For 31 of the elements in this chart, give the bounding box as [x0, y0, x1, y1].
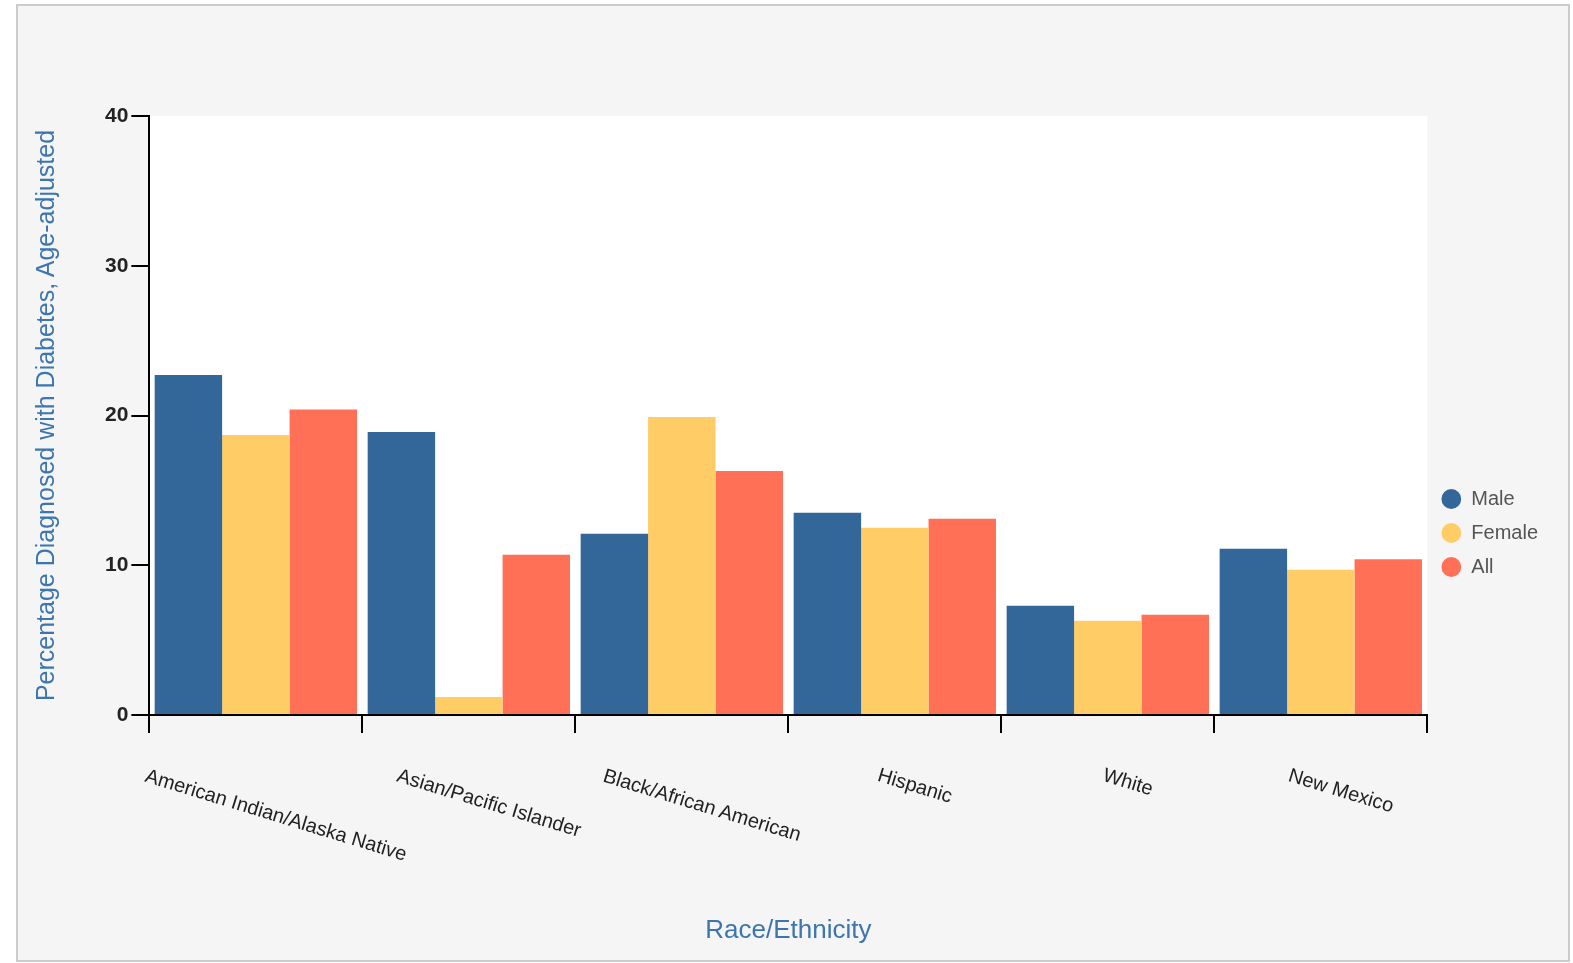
bar — [154, 375, 223, 714]
x-axis-title: Race/Ethnicity — [705, 913, 872, 944]
y-tick-label: 0 — [116, 701, 129, 725]
legend-label: Male — [1471, 486, 1515, 509]
x-tick-label: New Mexico — [1285, 763, 1397, 817]
x-tick-label: Hispanic — [875, 763, 956, 807]
y-axis-title: Percentage Diagnosed with Diabetes, Age-adjusted — [30, 129, 59, 702]
x-tick-label: White — [1100, 763, 1156, 800]
bar — [435, 697, 503, 714]
bar — [715, 470, 784, 714]
bar — [793, 512, 862, 714]
bar — [222, 434, 290, 714]
bar — [1141, 614, 1209, 714]
bar — [1006, 605, 1075, 714]
y-tick-label: 10 — [105, 552, 129, 576]
y-tick-label: 20 — [105, 402, 129, 426]
bar — [502, 554, 571, 714]
bar — [367, 431, 436, 714]
bar — [289, 409, 358, 714]
y-tick-label: 40 — [105, 102, 129, 126]
bar — [580, 533, 649, 714]
legend-label: All — [1471, 554, 1494, 577]
legend-label: Female — [1471, 520, 1539, 543]
bar — [648, 417, 716, 714]
bar — [1219, 548, 1288, 714]
bar — [1074, 620, 1142, 714]
bar — [928, 518, 996, 714]
bar — [861, 527, 929, 714]
y-tick-label: 30 — [105, 252, 129, 276]
bar — [1354, 559, 1422, 714]
bar — [1287, 569, 1355, 714]
